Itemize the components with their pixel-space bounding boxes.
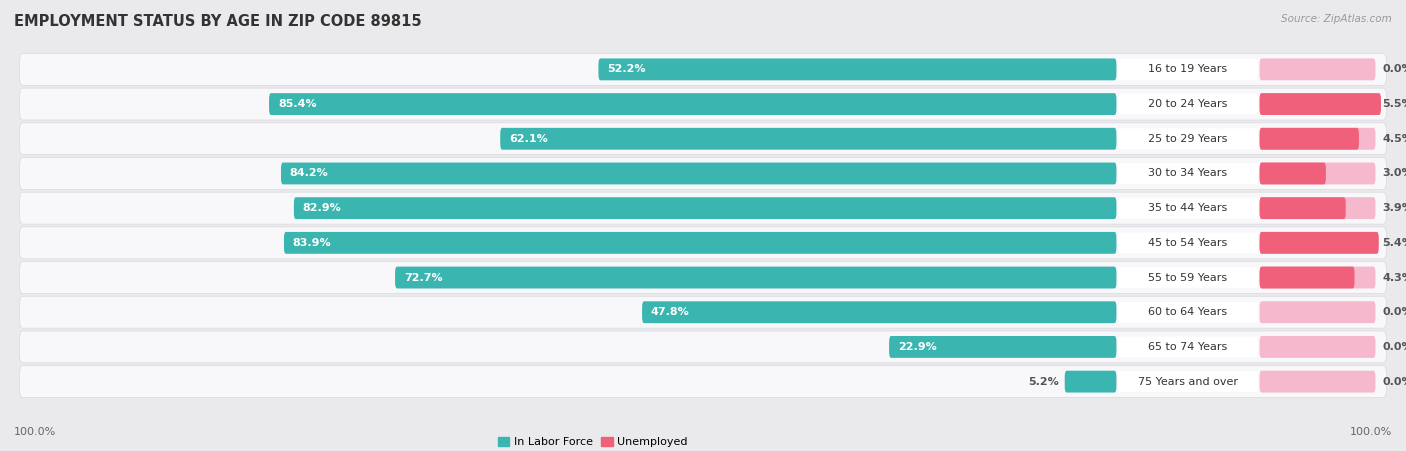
Text: 55 to 59 Years: 55 to 59 Years <box>1149 272 1227 282</box>
Text: 84.2%: 84.2% <box>290 169 329 179</box>
FancyBboxPatch shape <box>1260 336 1375 358</box>
FancyBboxPatch shape <box>20 192 1386 224</box>
FancyBboxPatch shape <box>20 262 1386 294</box>
Text: 35 to 44 Years: 35 to 44 Years <box>1149 203 1227 213</box>
FancyBboxPatch shape <box>294 197 1116 219</box>
Text: 0.0%: 0.0% <box>1382 64 1406 74</box>
Text: 5.2%: 5.2% <box>1029 377 1059 387</box>
Text: 45 to 54 Years: 45 to 54 Years <box>1149 238 1227 248</box>
FancyBboxPatch shape <box>1260 197 1346 219</box>
FancyBboxPatch shape <box>1260 93 1381 115</box>
FancyBboxPatch shape <box>1260 267 1354 289</box>
Text: EMPLOYMENT STATUS BY AGE IN ZIP CODE 89815: EMPLOYMENT STATUS BY AGE IN ZIP CODE 898… <box>14 14 422 28</box>
FancyBboxPatch shape <box>889 336 1116 358</box>
Text: 0.0%: 0.0% <box>1382 377 1406 387</box>
Text: 16 to 19 Years: 16 to 19 Years <box>1149 64 1227 74</box>
FancyBboxPatch shape <box>1260 301 1375 323</box>
FancyBboxPatch shape <box>20 296 1386 328</box>
Text: 30 to 34 Years: 30 to 34 Years <box>1149 169 1227 179</box>
FancyBboxPatch shape <box>20 88 1386 120</box>
Text: 62.1%: 62.1% <box>509 134 548 144</box>
FancyBboxPatch shape <box>1260 371 1375 392</box>
FancyBboxPatch shape <box>1064 371 1116 392</box>
Text: 72.7%: 72.7% <box>404 272 443 282</box>
Text: 100.0%: 100.0% <box>1350 428 1392 437</box>
Text: 3.9%: 3.9% <box>1382 203 1406 213</box>
FancyBboxPatch shape <box>1118 267 1258 288</box>
Legend: In Labor Force, Unemployed: In Labor Force, Unemployed <box>498 437 688 447</box>
Text: 100.0%: 100.0% <box>14 428 56 437</box>
FancyBboxPatch shape <box>1260 128 1360 150</box>
FancyBboxPatch shape <box>501 128 1116 150</box>
FancyBboxPatch shape <box>1260 59 1375 80</box>
Text: Source: ZipAtlas.com: Source: ZipAtlas.com <box>1281 14 1392 23</box>
FancyBboxPatch shape <box>1260 232 1375 254</box>
FancyBboxPatch shape <box>1118 302 1258 322</box>
Text: 65 to 74 Years: 65 to 74 Years <box>1149 342 1227 352</box>
FancyBboxPatch shape <box>1260 162 1326 184</box>
Text: 52.2%: 52.2% <box>607 64 645 74</box>
Text: 0.0%: 0.0% <box>1382 307 1406 317</box>
Text: 22.9%: 22.9% <box>898 342 936 352</box>
FancyBboxPatch shape <box>20 123 1386 155</box>
Text: 0.0%: 0.0% <box>1382 342 1406 352</box>
FancyBboxPatch shape <box>1118 59 1258 80</box>
FancyBboxPatch shape <box>1260 128 1375 150</box>
FancyBboxPatch shape <box>20 227 1386 259</box>
Text: 4.3%: 4.3% <box>1382 272 1406 282</box>
FancyBboxPatch shape <box>1118 232 1258 253</box>
FancyBboxPatch shape <box>1260 267 1375 289</box>
FancyBboxPatch shape <box>1118 371 1258 392</box>
FancyBboxPatch shape <box>395 267 1116 289</box>
Text: 25 to 29 Years: 25 to 29 Years <box>1149 134 1227 144</box>
FancyBboxPatch shape <box>1118 129 1258 149</box>
FancyBboxPatch shape <box>1118 94 1258 115</box>
FancyBboxPatch shape <box>20 331 1386 363</box>
Text: 83.9%: 83.9% <box>292 238 332 248</box>
Text: 75 Years and over: 75 Years and over <box>1137 377 1239 387</box>
FancyBboxPatch shape <box>1260 197 1375 219</box>
FancyBboxPatch shape <box>1118 336 1258 357</box>
FancyBboxPatch shape <box>284 232 1116 254</box>
Text: 5.5%: 5.5% <box>1382 99 1406 109</box>
FancyBboxPatch shape <box>1118 198 1258 219</box>
FancyBboxPatch shape <box>599 59 1116 80</box>
Text: 5.4%: 5.4% <box>1382 238 1406 248</box>
FancyBboxPatch shape <box>269 93 1116 115</box>
FancyBboxPatch shape <box>281 162 1116 184</box>
FancyBboxPatch shape <box>1260 162 1375 184</box>
FancyBboxPatch shape <box>20 366 1386 398</box>
FancyBboxPatch shape <box>1118 163 1258 184</box>
FancyBboxPatch shape <box>20 53 1386 85</box>
FancyBboxPatch shape <box>20 157 1386 189</box>
Text: 3.0%: 3.0% <box>1382 169 1406 179</box>
FancyBboxPatch shape <box>1260 232 1379 254</box>
FancyBboxPatch shape <box>643 301 1116 323</box>
Text: 82.9%: 82.9% <box>302 203 342 213</box>
Text: 20 to 24 Years: 20 to 24 Years <box>1149 99 1227 109</box>
Text: 4.5%: 4.5% <box>1382 134 1406 144</box>
Text: 47.8%: 47.8% <box>651 307 690 317</box>
FancyBboxPatch shape <box>1260 93 1375 115</box>
Text: 60 to 64 Years: 60 to 64 Years <box>1149 307 1227 317</box>
Text: 85.4%: 85.4% <box>278 99 316 109</box>
